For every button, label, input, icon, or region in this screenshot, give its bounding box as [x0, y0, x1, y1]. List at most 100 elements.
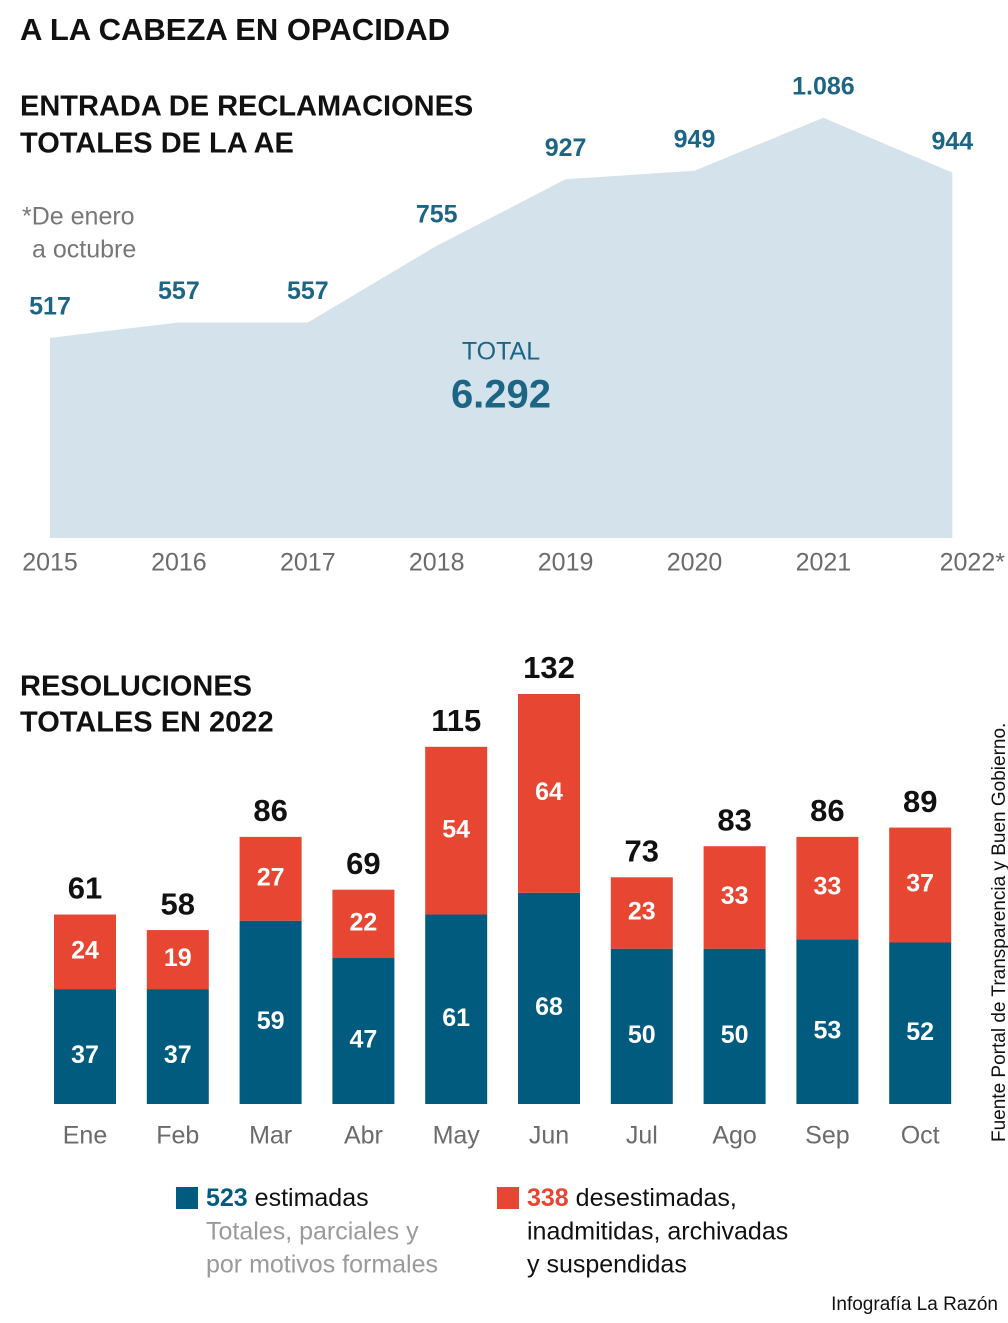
note: a octubre [32, 236, 136, 264]
total-label: 83 [717, 802, 751, 837]
bar-segment [332, 889, 395, 959]
chart-title: ENTRADA DE RECLAMACIONES [20, 91, 473, 123]
bar-segment [54, 989, 116, 1104]
x-tick-label: 2015 [22, 549, 78, 577]
bar-segment [610, 877, 673, 949]
legend-description: por motivos formales [206, 1251, 438, 1279]
x-tick-label: Ago [712, 1122, 756, 1150]
bar-segment [146, 989, 209, 1104]
x-tick-label: 2020 [667, 549, 723, 577]
x-tick-label: May [433, 1122, 481, 1150]
legend-entry: 338 desestimadas, [527, 1184, 737, 1212]
chart-title: TOTALES EN 2022 [20, 707, 274, 739]
x-tick-label: 2019 [538, 549, 594, 577]
segment-label: 59 [257, 1007, 285, 1035]
value-label: 949 [674, 125, 716, 153]
bar-segment [425, 746, 488, 915]
bar-segment [146, 930, 209, 990]
legend-description: Totales, parciales y [206, 1218, 419, 1246]
segment-label: 37 [164, 1041, 192, 1069]
segment-label: 68 [535, 993, 563, 1021]
credit: Infografía La Razón [831, 1294, 998, 1315]
segment-label: 50 [628, 1021, 656, 1049]
segment-label: 54 [442, 815, 470, 843]
legend-swatch [497, 1187, 519, 1209]
segment-label: 19 [164, 944, 192, 972]
segment-label: 53 [813, 1016, 841, 1044]
value-label: 927 [545, 134, 587, 162]
total-label: 73 [625, 833, 659, 868]
legend-name: desestimadas, [576, 1184, 737, 1212]
segment-label: 61 [442, 1004, 470, 1032]
bar-segment [889, 827, 952, 943]
bar-segment [518, 892, 580, 1104]
bar-segment [54, 914, 116, 990]
total-label: TOTAL [462, 338, 540, 366]
x-tick-label: Feb [156, 1122, 199, 1150]
bar-segment [425, 914, 488, 1104]
note: *De enero [22, 203, 135, 231]
bar-segment [796, 836, 859, 940]
bar-segment [703, 846, 766, 949]
x-tick-label: 2022* [940, 549, 1006, 577]
x-tick-label: Mar [249, 1122, 292, 1150]
x-tick-label: 2018 [409, 549, 465, 577]
x-tick-label: 2017 [280, 549, 336, 577]
segment-label: 37 [71, 1041, 99, 1069]
chart-title: RESOLUCIONES [20, 671, 252, 703]
legend-description: y suspendidas [527, 1251, 687, 1279]
segment-label: 37 [906, 870, 934, 898]
legend-name: estimadas [255, 1184, 369, 1212]
total-label: 69 [346, 846, 380, 881]
value-label: 1.086 [792, 72, 855, 100]
bar-segment [610, 948, 673, 1104]
segment-label: 33 [721, 882, 749, 910]
total-label: 86 [810, 793, 844, 828]
area [50, 117, 953, 538]
value-label: 517 [29, 293, 71, 321]
segment-label: 50 [721, 1021, 749, 1049]
legend-description: inadmitidas, archivadas [527, 1218, 788, 1246]
total-label: 58 [161, 886, 195, 921]
bar-segment [889, 942, 952, 1104]
value-label: 944 [931, 127, 973, 155]
bar-segment [239, 920, 302, 1104]
segment-label: 24 [71, 936, 99, 964]
bar-segment [703, 948, 766, 1104]
value-label: 557 [158, 277, 200, 305]
x-tick-label: 2021 [796, 549, 852, 577]
chart-title: TOTALES DE LA AE [20, 128, 294, 160]
value-label: 755 [416, 200, 458, 228]
total-label: 132 [523, 650, 575, 685]
x-tick-label: Oct [901, 1122, 940, 1150]
segment-label: 33 [813, 873, 841, 901]
bar-segment [796, 939, 859, 1104]
segment-label: 23 [628, 898, 656, 926]
total-label: 61 [68, 871, 102, 906]
x-tick-label: Jun [529, 1122, 569, 1150]
x-tick-label: 2016 [151, 549, 207, 577]
legend-swatch [176, 1187, 198, 1209]
legend-total: 523 [206, 1184, 248, 1212]
value-label: 557 [287, 277, 329, 305]
segment-label: 52 [906, 1018, 934, 1046]
legend-total: 338 [527, 1184, 569, 1212]
segment-label: 64 [535, 778, 563, 806]
total-label: 89 [903, 784, 937, 819]
bar-segment [332, 958, 395, 1104]
x-tick-label: Ene [63, 1122, 107, 1150]
total-label: 115 [431, 703, 481, 738]
segment-label: 27 [257, 863, 285, 891]
x-tick-label: Abr [344, 1122, 383, 1150]
bar-segment [518, 694, 580, 893]
x-tick-label: Sep [805, 1122, 849, 1150]
x-tick-label: Jul [626, 1122, 658, 1150]
legend-entry: 523 estimadas [206, 1184, 369, 1212]
main-title: A LA CABEZA EN OPACIDAD [20, 12, 450, 47]
total-value: 6.292 [451, 373, 551, 417]
segment-label: 47 [349, 1026, 377, 1054]
bar-segment [239, 836, 302, 921]
segment-label: 22 [349, 908, 377, 936]
total-label: 86 [253, 793, 287, 828]
